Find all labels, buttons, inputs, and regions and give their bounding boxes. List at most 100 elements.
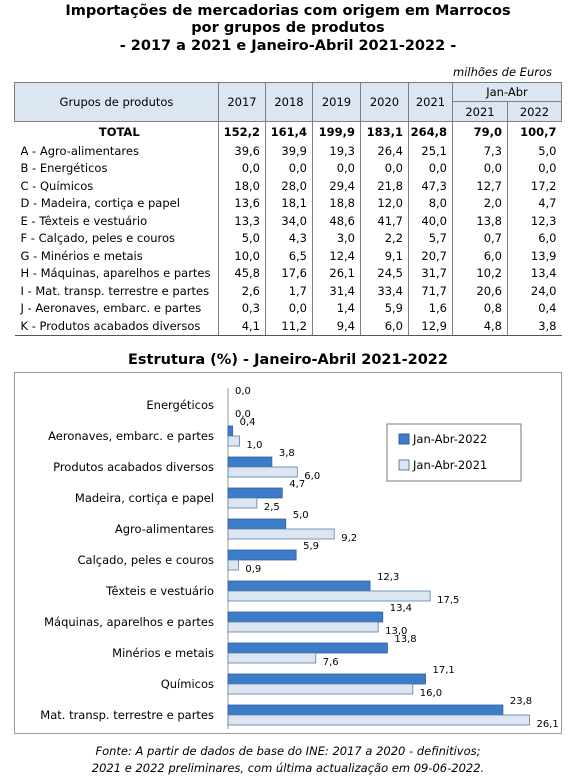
legend-label: Jan-Abr-2022	[412, 432, 487, 446]
row-label: C - Químicos	[20, 178, 94, 193]
table-cell: 1,6	[408, 299, 453, 317]
bar-2022	[227, 673, 426, 685]
table-row: H - Máquinas, aparelhos e partes 45,8 17,6…	[15, 264, 562, 282]
table-cell: 0,0	[452, 159, 508, 177]
table-cell: 9,1	[360, 247, 409, 265]
header-groups: Grupos de produtos	[14, 82, 219, 122]
table-cell: 26,1	[312, 264, 361, 282]
table-cell: 1,7	[265, 282, 313, 300]
bar-2021	[227, 714, 530, 726]
bar-2022	[227, 704, 504, 716]
table-cell: 264,8	[408, 121, 453, 142]
structure-bar-chart: Energéticos 0,0 0,0 Aeronaves, embarc. e pa…	[14, 372, 562, 734]
table-cell: 1,4	[312, 299, 361, 317]
bar-2021	[227, 590, 431, 602]
table-cell: 161,4	[265, 121, 313, 142]
table-cell: 25,1	[408, 142, 453, 160]
table-cell: 12,7	[452, 177, 508, 195]
table-cell: 20,6	[452, 282, 508, 300]
row-label: H - Máquinas, aparelhos e partes	[20, 266, 211, 281]
data-label: 9,2	[341, 533, 357, 544]
table-cell: 71,7	[408, 282, 453, 300]
imports-table: Grupos de produtos 2017 2018 2019 2020 2…	[14, 82, 562, 336]
table-cell: 19,3	[312, 142, 361, 160]
table-cell: 39,9	[265, 142, 313, 160]
data-label: 6,0	[304, 471, 320, 482]
table-cell: 17,2	[507, 177, 562, 195]
table-cell: 3,0	[312, 229, 361, 247]
table-cell: 13,8	[452, 212, 508, 230]
bar-2022	[227, 611, 384, 623]
header-period-year: 2021	[452, 101, 508, 122]
table-row: A - Agro-alimentares 39,6 39,9 19,3 26,4 25,1…	[15, 142, 562, 160]
total-label: TOTAL	[98, 125, 140, 139]
table-cell: 0,0	[218, 159, 266, 177]
bar-2022	[227, 487, 283, 499]
legend-swatch	[398, 433, 410, 445]
category-label: Madeira, cortiça e papel	[75, 491, 214, 505]
header-year: 2020	[360, 82, 409, 122]
row-label: D - Madeira, cortiça e papel	[20, 196, 180, 211]
data-label: 17,1	[433, 665, 455, 676]
title-line-3: - 2017 a 2021 e Janeiro-Abril 2021-2022 …	[119, 38, 457, 54]
table-cell: 24,0	[507, 282, 562, 300]
table-cell: 4,1	[218, 317, 266, 336]
table-cell: 6,5	[265, 247, 313, 265]
table-cell: 13,3	[218, 212, 266, 230]
table-cell: 0,3	[218, 299, 266, 317]
table-cell: 79,0	[452, 121, 508, 142]
table-cell: 183,1	[360, 121, 409, 142]
data-label: 0,9	[245, 564, 261, 575]
table-cell: 5,0	[507, 142, 562, 160]
bar-2021	[227, 466, 298, 478]
table-cell: 31,7	[408, 264, 453, 282]
table-cell: 24,5	[360, 264, 409, 282]
source-line-1: Fonte: A partir de dados de base do INE:…	[95, 744, 481, 758]
row-label: J - Aeronaves, embarc. e partes	[20, 301, 202, 316]
table-cell: 26,4	[360, 142, 409, 160]
table-cell: 45,8	[218, 264, 266, 282]
category-label: Energéticos	[146, 398, 214, 412]
total-row: TOTAL 152,2 161,4 199,9 183,1 264,8 79,0 100,7	[15, 121, 562, 142]
category-label: Agro-alimentares	[115, 522, 214, 536]
bar-2021	[227, 683, 414, 695]
table-cell: 33,4	[360, 282, 409, 300]
bar-2022	[227, 456, 273, 468]
header-year: 2018	[265, 82, 313, 122]
table-row: B - Energéticos 0,0 0,0 0,0 0,0 0,0 0,0 0,0	[15, 159, 562, 177]
table-cell: 0,7	[452, 229, 508, 247]
data-label: 13,8	[394, 634, 416, 645]
chart-title: Estrutura (%) - Janeiro-Abril 2021-2022	[128, 352, 448, 368]
data-label: 5,0	[293, 510, 309, 521]
table-row: E - Têxteis e vestuário 13,3 34,0 48,6 41,7 4…	[15, 212, 562, 230]
table-cell: 28,0	[265, 177, 313, 195]
data-label: 17,5	[437, 595, 459, 606]
table-cell: 2,0	[452, 194, 508, 212]
table-cell: 11,2	[265, 317, 313, 336]
table-cell: 0,0	[312, 159, 361, 177]
table-cell: 13,6	[218, 194, 266, 212]
table-cell: 6,0	[452, 247, 508, 265]
legend-swatch	[398, 459, 410, 471]
bar-2021	[227, 435, 240, 447]
table-cell: 2,6	[218, 282, 266, 300]
table-cell: 152,2	[218, 121, 266, 142]
table-cell: 40,0	[408, 212, 453, 230]
table-cell: 0,0	[360, 159, 409, 177]
table-cell: 9,4	[312, 317, 361, 336]
data-label: 0,0	[235, 409, 251, 420]
data-label: 16,0	[420, 688, 442, 699]
table-cell: 18,8	[312, 194, 361, 212]
category-label: Calçado, peles e couros	[78, 553, 214, 567]
table-cell: 5,9	[360, 299, 409, 317]
bar-2021	[227, 652, 317, 664]
table-cell: 0,0	[408, 159, 453, 177]
data-label: 13,4	[390, 603, 412, 614]
header-period-year: 2022	[507, 101, 562, 122]
table-cell: 20,7	[408, 247, 453, 265]
row-label: A - Agro-alimentares	[20, 143, 139, 158]
data-label: 0,0	[235, 386, 251, 397]
table-cell: 39,6	[218, 142, 266, 160]
table-row: C - Químicos 18,0 28,0 29,4 21,8 47,3 12,7 17,2	[15, 177, 562, 195]
row-label: I - Mat. transp. terrestre e partes	[20, 283, 210, 298]
